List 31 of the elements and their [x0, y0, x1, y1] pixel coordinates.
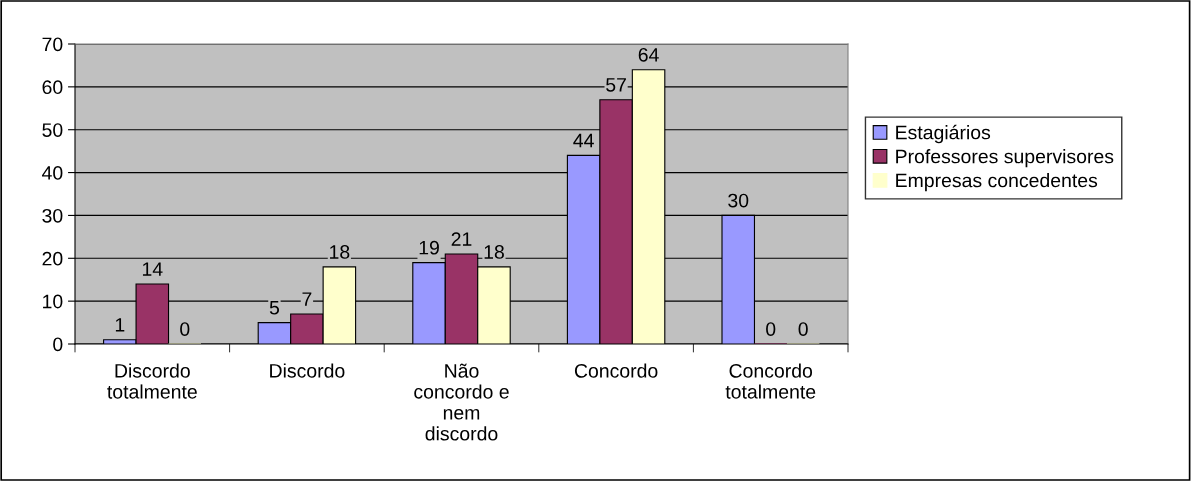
data-label: 64: [638, 47, 659, 62]
y-tick-label: 40: [42, 166, 63, 180]
data-label: 0: [180, 322, 190, 336]
y-tick-label: 0: [53, 337, 63, 352]
x-tick-label: Discordo: [270, 363, 345, 378]
data-label: 57: [606, 78, 626, 92]
x-tick-label: Não concordo e nem discordo: [414, 363, 509, 441]
x-tick-label: Concordo totalmente: [725, 363, 816, 399]
data-label: 18: [330, 245, 350, 259]
legend-label: Professores supervisores: [896, 149, 1114, 168]
data-label: 18: [484, 245, 504, 259]
data-label: 19: [419, 240, 439, 255]
data-label: 30: [728, 193, 749, 208]
data-label: 0: [766, 322, 776, 336]
data-label: 7: [302, 292, 312, 306]
data-label: 5: [269, 300, 280, 315]
y-tick-label: 20: [42, 251, 63, 266]
y-tick-label: 50: [42, 123, 63, 137]
data-label: 1: [115, 318, 125, 332]
data-label: 44: [573, 133, 594, 148]
y-tick-label: 60: [42, 80, 63, 95]
y-tick-label: 30: [42, 208, 63, 223]
legend-label: Empresas concedentes: [896, 173, 1098, 192]
x-tick-label: Concordo: [574, 363, 658, 378]
legend-label: Estagiários: [896, 124, 991, 144]
data-label: 0: [798, 322, 808, 336]
y-tick-label: 10: [43, 294, 63, 309]
y-tick-label: 70: [42, 37, 63, 52]
x-tick-label: Discordo totalmente: [107, 363, 197, 399]
data-label: 14: [142, 262, 163, 276]
data-label: 21: [451, 232, 472, 246]
